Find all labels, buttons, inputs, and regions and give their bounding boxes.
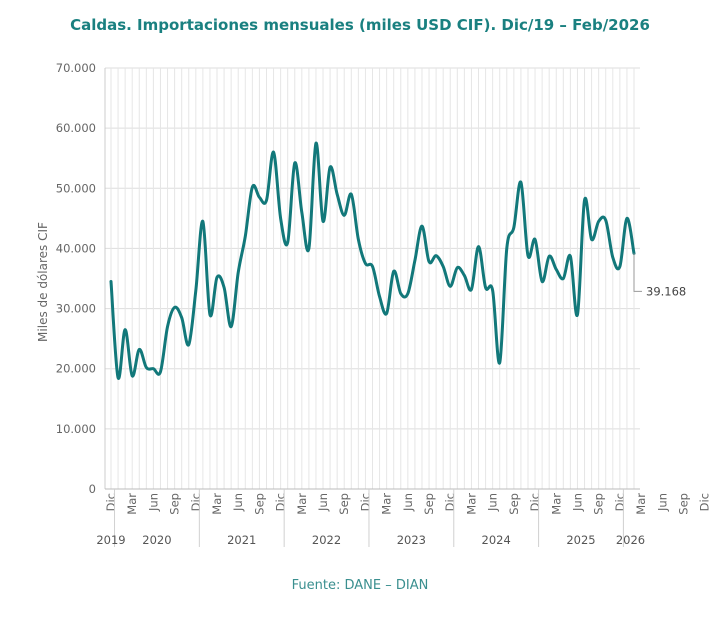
year-label: 2024 (482, 533, 511, 547)
x-tick-label: Dic (443, 493, 457, 511)
y-tick-label: 0 (89, 482, 96, 496)
y-tick-label: 30.000 (56, 302, 96, 316)
x-tick-label: Mar (634, 493, 648, 515)
chart-title: Caldas. Importaciones mensuales (miles U… (70, 16, 650, 34)
x-tick-label: Sep (168, 493, 182, 515)
x-tick-label: Sep (252, 493, 266, 515)
y-axis-ticks: 0 10.000 20.000 30.000 40.000 50.000 60.000 70.… (56, 61, 96, 496)
last-value-annotation: 39.168 (633, 253, 686, 298)
x-tick-label: Dic (104, 493, 118, 511)
x-tick-label: Sep (337, 493, 351, 515)
last-value-label: 39.168 (646, 284, 686, 298)
y-tick-label: 60.000 (56, 121, 96, 135)
x-tick-label: Jun (316, 493, 330, 512)
y-tick-label: 10.000 (56, 422, 96, 436)
year-label: 2023 (397, 533, 426, 547)
x-tick-label: Sep (507, 493, 521, 515)
y-tick-label: 50.000 (56, 181, 96, 195)
y-tick-label: 20.000 (56, 362, 96, 376)
y-axis-label: Miles de dólares CIF (36, 222, 50, 342)
x-tick-label: Jun (401, 493, 415, 512)
x-tick-label: Jun (486, 493, 500, 512)
x-tick-label: Mar (380, 493, 394, 515)
x-tick-label: Dic (274, 493, 288, 511)
series-line (109, 141, 636, 380)
source-note: Fuente: DANE – DIAN (291, 578, 429, 593)
year-label: 2022 (312, 533, 341, 547)
x-tick-label: Mar (464, 493, 478, 515)
x-tick-label: Dic (528, 493, 542, 511)
year-label: 2025 (566, 533, 595, 547)
x-tick-label: Jun (146, 493, 160, 512)
x-tick-label: Mar (549, 493, 563, 515)
year-label: 2026 (616, 533, 645, 547)
year-label: 2019 (96, 533, 125, 547)
x-tick-label: Jun (231, 493, 245, 512)
x-tick-label: Dic (358, 493, 372, 511)
x-axis: Dic Mar Jun Sep Dic Mar Jun Sep Dic Mar Jun Sep Dic M… (96, 488, 712, 547)
x-tick-label: Sep (676, 493, 690, 515)
imports-series-line (109, 141, 636, 380)
year-label: 2021 (227, 533, 256, 547)
x-tick-label: Sep (422, 493, 436, 515)
x-tick-label: Sep (592, 493, 606, 515)
y-tick-label: 70.000 (56, 61, 96, 75)
x-tick-label: Dic (189, 493, 203, 511)
x-tick-label: Dic (698, 493, 712, 511)
annotation-leader (633, 253, 642, 292)
x-tick-label: Dic (613, 493, 627, 511)
x-tick-label: Mar (210, 493, 224, 515)
y-tick-label: 40.000 (56, 241, 96, 255)
year-label: 2020 (142, 533, 171, 547)
x-tick-label: Jun (655, 493, 669, 512)
x-tick-label: Jun (570, 493, 584, 512)
x-tick-label: Mar (125, 493, 139, 515)
x-tick-label: Mar (295, 493, 309, 515)
